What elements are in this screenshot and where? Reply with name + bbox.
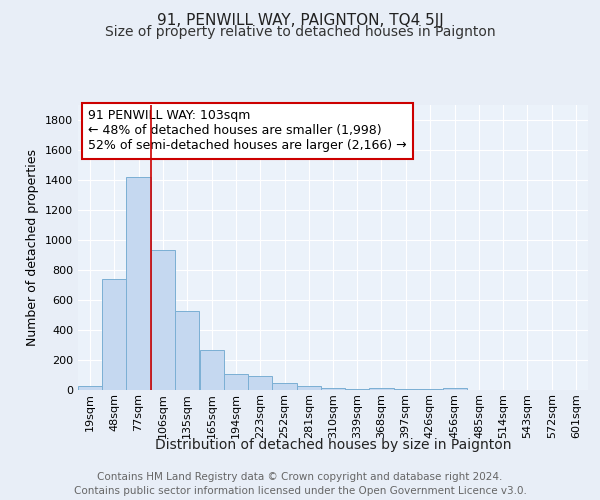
Bar bbox=[102, 279, 127, 390]
Bar bbox=[418, 388, 442, 390]
Bar bbox=[345, 388, 370, 390]
Text: Size of property relative to detached houses in Paignton: Size of property relative to detached ho… bbox=[104, 25, 496, 39]
Bar bbox=[151, 250, 175, 390]
Bar bbox=[224, 374, 248, 390]
Bar bbox=[175, 310, 199, 390]
Bar bbox=[200, 350, 224, 390]
Bar bbox=[370, 388, 394, 390]
Bar bbox=[443, 388, 467, 390]
Text: Distribution of detached houses by size in Paignton: Distribution of detached houses by size … bbox=[155, 438, 511, 452]
Text: Contains public sector information licensed under the Open Government Licence v3: Contains public sector information licen… bbox=[74, 486, 526, 496]
Bar bbox=[296, 386, 321, 390]
Bar bbox=[272, 383, 296, 390]
Bar bbox=[248, 376, 272, 390]
Text: 91, PENWILL WAY, PAIGNTON, TQ4 5JJ: 91, PENWILL WAY, PAIGNTON, TQ4 5JJ bbox=[157, 12, 443, 28]
Text: 91 PENWILL WAY: 103sqm
← 48% of detached houses are smaller (1,998)
52% of semi-: 91 PENWILL WAY: 103sqm ← 48% of detached… bbox=[88, 110, 407, 152]
Bar bbox=[78, 386, 102, 390]
Bar bbox=[127, 177, 151, 390]
Y-axis label: Number of detached properties: Number of detached properties bbox=[26, 149, 40, 346]
Bar bbox=[321, 388, 345, 390]
Text: Contains HM Land Registry data © Crown copyright and database right 2024.: Contains HM Land Registry data © Crown c… bbox=[97, 472, 503, 482]
Bar bbox=[394, 388, 418, 390]
